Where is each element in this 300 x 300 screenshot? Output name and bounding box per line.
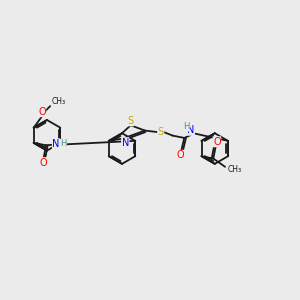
Text: O: O: [39, 158, 47, 168]
Text: S: S: [128, 116, 134, 126]
Text: N: N: [187, 125, 194, 135]
Text: CH₃: CH₃: [228, 165, 242, 174]
Text: O: O: [38, 107, 46, 117]
Text: O: O: [213, 137, 220, 147]
Text: N: N: [122, 138, 129, 148]
Text: O: O: [176, 150, 184, 160]
Text: S: S: [158, 127, 164, 137]
Text: H: H: [60, 139, 67, 148]
Text: N: N: [52, 139, 60, 149]
Text: CH₃: CH₃: [52, 97, 66, 106]
Text: H: H: [183, 122, 190, 131]
